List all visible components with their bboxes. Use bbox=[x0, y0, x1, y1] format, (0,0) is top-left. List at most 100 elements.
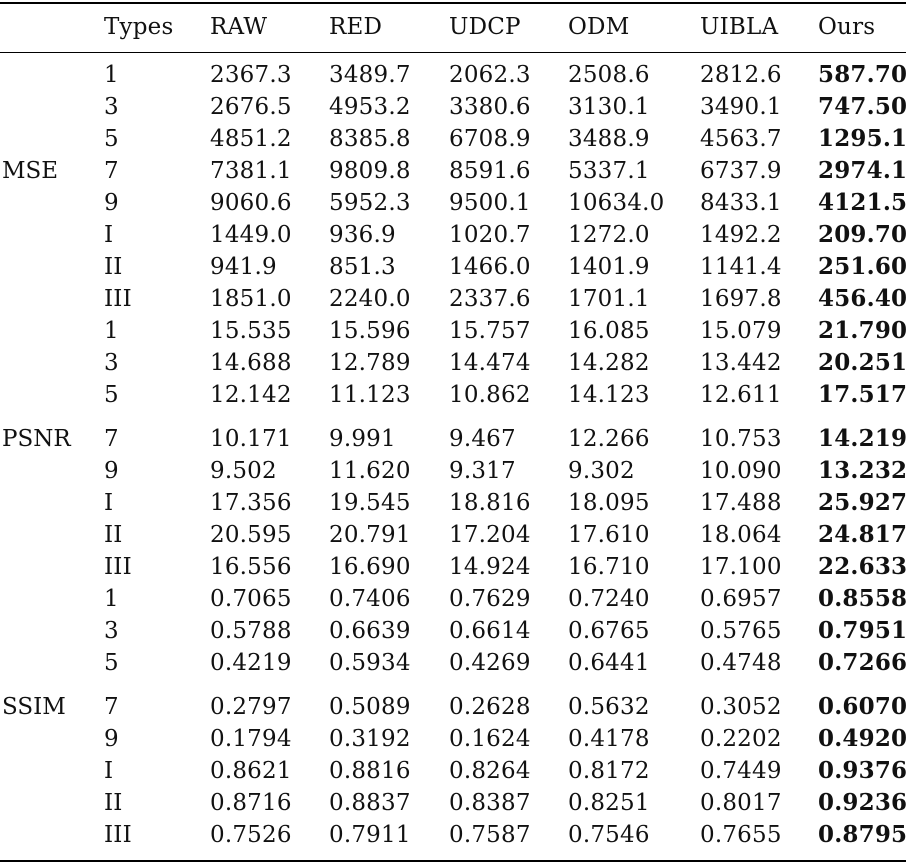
type-cell: I bbox=[104, 490, 114, 516]
type-cell: I bbox=[104, 758, 114, 784]
value-cell: 16.556 bbox=[210, 554, 292, 580]
value-cell: 0.7911 bbox=[329, 822, 411, 848]
best-value-cell: 0.4920 bbox=[818, 725, 906, 752]
value-cell: 0.7240 bbox=[568, 586, 650, 612]
value-cell: 7381.1 bbox=[210, 158, 292, 184]
metric-label-ssim: SSIM bbox=[2, 694, 66, 720]
best-value-cell: 22.633 bbox=[818, 553, 906, 580]
value-cell: 20.791 bbox=[329, 522, 411, 548]
value-cell: 4563.7 bbox=[700, 126, 782, 152]
type-cell: 7 bbox=[104, 694, 119, 720]
best-value-cell: 0.8558 bbox=[818, 585, 906, 612]
value-cell: 6708.9 bbox=[449, 126, 531, 152]
value-cell: 5952.3 bbox=[329, 190, 411, 216]
type-cell: 1 bbox=[104, 62, 119, 88]
column-header-odm: ODM bbox=[568, 14, 630, 40]
value-cell: 0.2797 bbox=[210, 694, 292, 720]
value-cell: 10.171 bbox=[210, 426, 292, 452]
value-cell: 1449.0 bbox=[210, 222, 292, 248]
type-cell: 3 bbox=[104, 350, 119, 376]
value-cell: 1697.8 bbox=[700, 286, 782, 312]
value-cell: 12.142 bbox=[210, 382, 292, 408]
type-cell: 1 bbox=[104, 586, 119, 612]
value-cell: 0.1794 bbox=[210, 726, 292, 752]
value-cell: 0.6957 bbox=[700, 586, 782, 612]
value-cell: 0.4269 bbox=[449, 650, 531, 676]
value-cell: 8591.6 bbox=[449, 158, 531, 184]
value-cell: 17.204 bbox=[449, 522, 531, 548]
value-cell: 0.8172 bbox=[568, 758, 650, 784]
type-cell: III bbox=[104, 554, 132, 580]
column-header-udcp: UDCP bbox=[449, 14, 521, 40]
best-value-cell: 0.8795 bbox=[818, 821, 906, 848]
value-cell: 2240.0 bbox=[329, 286, 411, 312]
value-cell: 0.5765 bbox=[700, 618, 782, 644]
type-cell: I bbox=[104, 222, 114, 248]
value-cell: 9.502 bbox=[210, 458, 277, 484]
value-cell: 15.757 bbox=[449, 318, 531, 344]
type-cell: III bbox=[104, 286, 132, 312]
value-cell: 4953.2 bbox=[329, 94, 411, 120]
type-cell: 9 bbox=[104, 190, 119, 216]
value-cell: 0.6614 bbox=[449, 618, 531, 644]
value-cell: 14.688 bbox=[210, 350, 292, 376]
type-cell: II bbox=[104, 522, 123, 548]
value-cell: 851.3 bbox=[329, 254, 396, 280]
value-cell: 10.862 bbox=[449, 382, 531, 408]
value-cell: 1141.4 bbox=[700, 254, 782, 280]
value-cell: 9.302 bbox=[568, 458, 635, 484]
value-cell: 0.7065 bbox=[210, 586, 292, 612]
value-cell: 0.8017 bbox=[700, 790, 782, 816]
value-cell: 0.8251 bbox=[568, 790, 650, 816]
value-cell: 14.924 bbox=[449, 554, 531, 580]
type-cell: II bbox=[104, 790, 123, 816]
value-cell: 1272.0 bbox=[568, 222, 650, 248]
type-cell: III bbox=[104, 822, 132, 848]
value-cell: 1401.9 bbox=[568, 254, 650, 280]
column-header-red: RED bbox=[329, 14, 383, 40]
value-cell: 0.3192 bbox=[329, 726, 411, 752]
value-cell: 19.545 bbox=[329, 490, 411, 516]
value-cell: 0.4219 bbox=[210, 650, 292, 676]
value-cell: 16.690 bbox=[329, 554, 411, 580]
value-cell: 6737.9 bbox=[700, 158, 782, 184]
type-cell: 5 bbox=[104, 382, 119, 408]
value-cell: 0.7546 bbox=[568, 822, 650, 848]
value-cell: 15.596 bbox=[329, 318, 411, 344]
metric-label-psnr: PSNR bbox=[2, 426, 71, 452]
value-cell: 2676.5 bbox=[210, 94, 292, 120]
value-cell: 11.123 bbox=[329, 382, 411, 408]
header-rule bbox=[0, 52, 906, 53]
column-header-ours: Ours bbox=[818, 14, 876, 40]
value-cell: 10.090 bbox=[700, 458, 782, 484]
value-cell: 0.7629 bbox=[449, 586, 531, 612]
value-cell: 8433.1 bbox=[700, 190, 782, 216]
value-cell: 12.789 bbox=[329, 350, 411, 376]
column-header-types: Types bbox=[104, 14, 174, 40]
bottom-rule bbox=[0, 860, 906, 862]
value-cell: 15.079 bbox=[700, 318, 782, 344]
value-cell: 0.6639 bbox=[329, 618, 411, 644]
value-cell: 936.9 bbox=[329, 222, 396, 248]
value-cell: 2367.3 bbox=[210, 62, 292, 88]
best-value-cell: 456.40 bbox=[818, 285, 906, 312]
value-cell: 17.488 bbox=[700, 490, 782, 516]
value-cell: 2062.3 bbox=[449, 62, 531, 88]
value-cell: 14.282 bbox=[568, 350, 650, 376]
value-cell: 1701.1 bbox=[568, 286, 650, 312]
value-cell: 941.9 bbox=[210, 254, 277, 280]
value-cell: 3488.9 bbox=[568, 126, 650, 152]
value-cell: 20.595 bbox=[210, 522, 292, 548]
value-cell: 3380.6 bbox=[449, 94, 531, 120]
value-cell: 10.753 bbox=[700, 426, 782, 452]
top-rule bbox=[0, 2, 906, 4]
best-value-cell: 20.251 bbox=[818, 349, 906, 376]
value-cell: 3490.1 bbox=[700, 94, 782, 120]
value-cell: 0.7587 bbox=[449, 822, 531, 848]
value-cell: 9060.6 bbox=[210, 190, 292, 216]
value-cell: 0.5089 bbox=[329, 694, 411, 720]
value-cell: 12.266 bbox=[568, 426, 650, 452]
value-cell: 0.7449 bbox=[700, 758, 782, 784]
value-cell: 17.356 bbox=[210, 490, 292, 516]
best-value-cell: 0.6070 bbox=[818, 693, 906, 720]
